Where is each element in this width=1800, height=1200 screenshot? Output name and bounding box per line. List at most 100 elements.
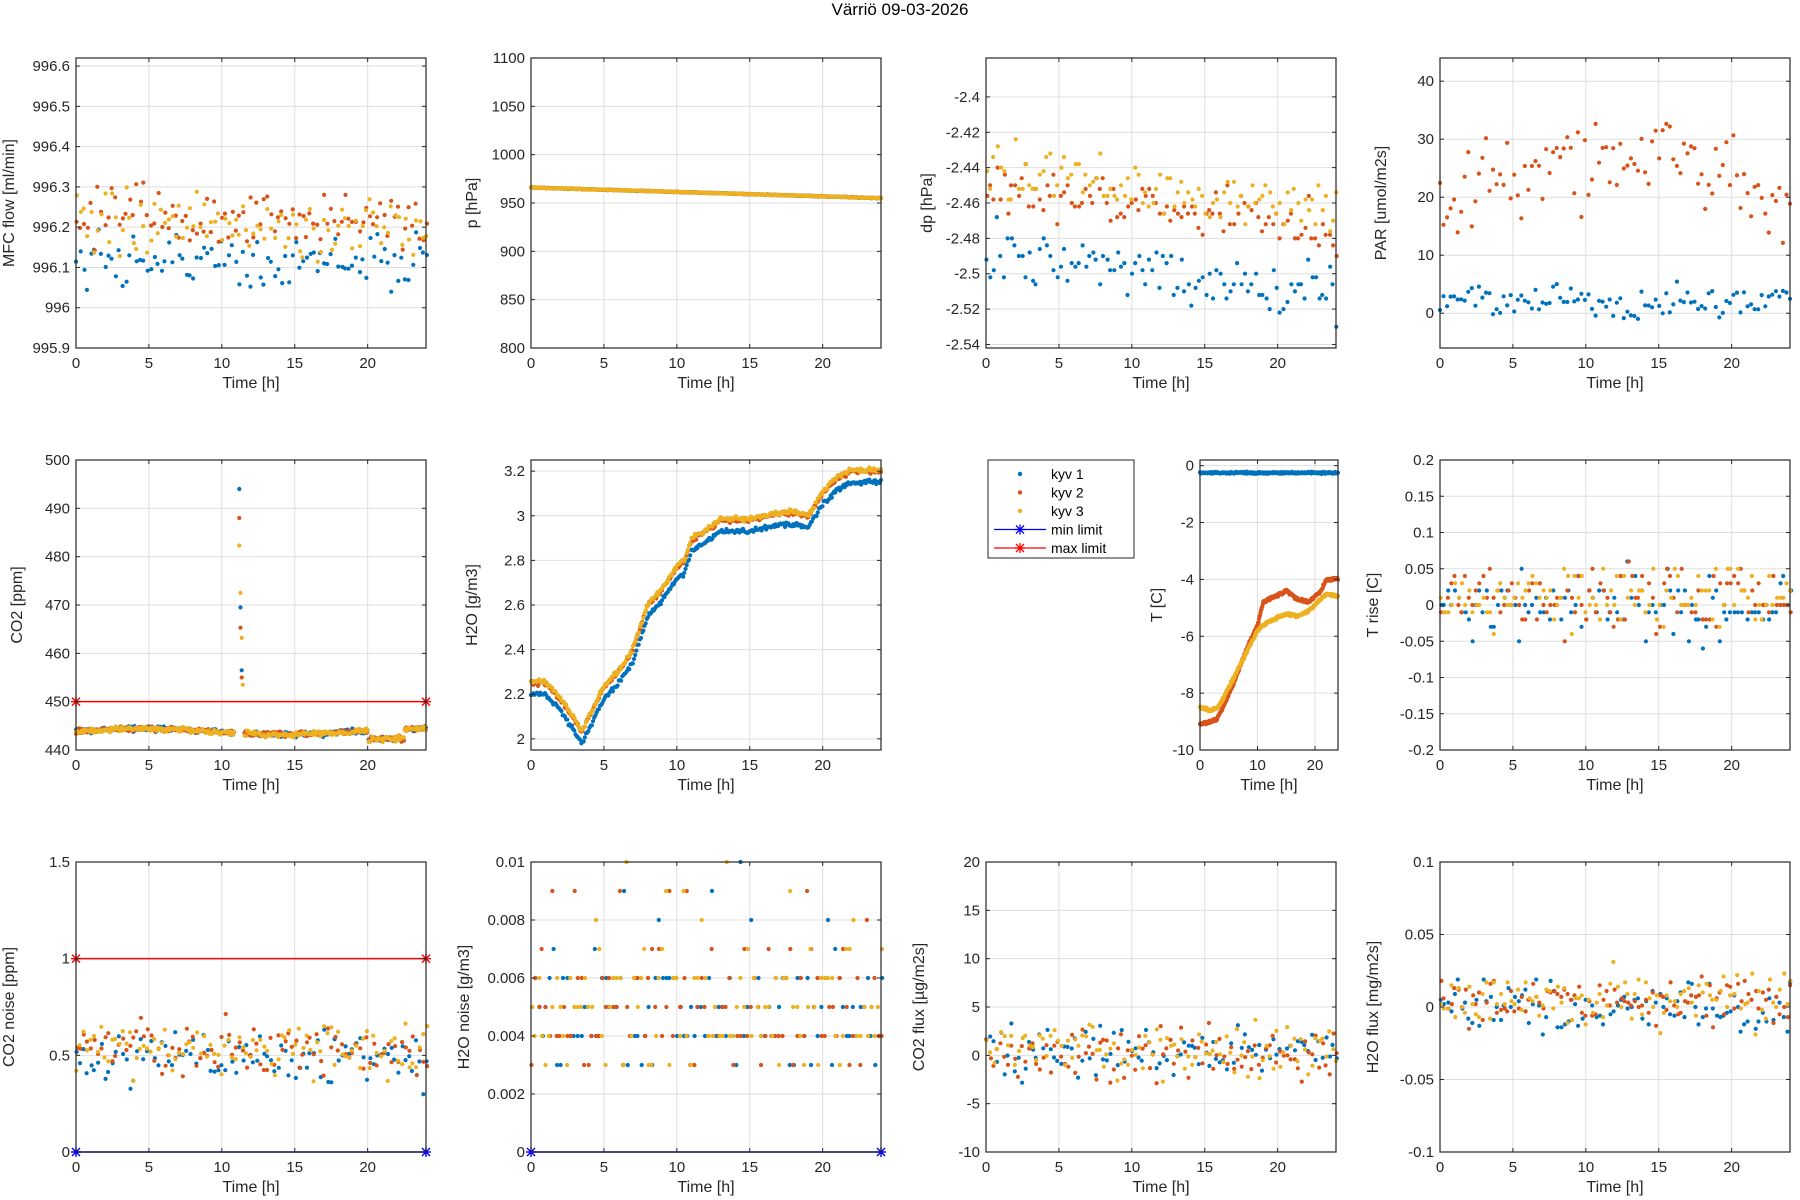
point-kyv2 (1568, 145, 1573, 150)
point-kyv2 (1129, 200, 1134, 206)
point-kyv3 (1061, 154, 1066, 160)
point-kyv2 (1445, 595, 1450, 600)
point-kyv2 (1079, 200, 1084, 206)
y-tick-label: 40 (1417, 73, 1434, 90)
point-kyv1 (1076, 261, 1081, 266)
point-kyv2 (1522, 163, 1527, 169)
point-kyv3 (117, 253, 122, 259)
point-kyv3 (364, 208, 369, 213)
point-kyv1 (1633, 573, 1638, 579)
point-kyv2 (1660, 128, 1665, 133)
point-kyv3 (1175, 190, 1180, 195)
point-kyv1 (289, 1058, 294, 1063)
point-kyv3 (273, 235, 278, 241)
chart-trise: 0 5 10 15 20-0.2-0.15-0.1-0.0500.050.10.150.… (1365, 452, 1794, 794)
point-kyv1 (349, 263, 355, 268)
point-kyv2 (106, 215, 111, 220)
point-kyv3 (276, 219, 281, 224)
point-kyv1 (1717, 639, 1722, 644)
point-kyv1 (610, 689, 616, 694)
point-kyv3 (988, 186, 993, 191)
point-kyv2 (190, 228, 195, 233)
point-kyv3 (1614, 573, 1619, 579)
point-kyv3 (806, 513, 811, 519)
point-kyv2 (1090, 200, 1095, 206)
data-points (528, 185, 884, 201)
point-kyv3 (158, 207, 163, 212)
point-kyv3 (1214, 197, 1220, 202)
point-kyv1 (194, 255, 199, 260)
point-kyv2 (349, 219, 355, 224)
data-points (1437, 121, 1793, 321)
point-kyv2 (208, 230, 213, 235)
point-kyv3 (113, 215, 118, 220)
point-kyv1 (1713, 304, 1718, 310)
x-tick-label: 0 (527, 757, 535, 774)
point-kyv1 (304, 1065, 310, 1070)
point-kyv3 (1027, 183, 1032, 188)
point-kyv3 (1123, 193, 1128, 198)
point-kyv2 (1126, 204, 1131, 209)
x-tick-label: 0 (1196, 757, 1204, 774)
point-kyv1 (1093, 257, 1098, 262)
point-kyv1 (1499, 588, 1504, 593)
point-kyv2 (265, 194, 270, 199)
point-kyv2 (1288, 211, 1293, 216)
point-kyv1 (1222, 282, 1227, 287)
point-kyv3 (1203, 211, 1208, 216)
y-tick-label: -2.4 (954, 89, 980, 106)
point-kyv2 (1731, 133, 1736, 138)
point-kyv3 (318, 249, 323, 255)
point-kyv2 (1671, 157, 1676, 162)
point-kyv3 (393, 213, 398, 218)
point-kyv1 (156, 1063, 161, 1068)
point-kyv1 (1533, 287, 1538, 292)
point-kyv1 (1069, 261, 1074, 266)
point-kyv3 (240, 682, 245, 687)
point-kyv3 (1151, 200, 1156, 206)
point-kyv3 (1037, 172, 1042, 177)
point-kyv3 (1590, 595, 1595, 600)
point-kyv1 (1780, 288, 1785, 293)
point-kyv2 (287, 221, 292, 226)
point-kyv3 (1477, 602, 1482, 608)
point-kyv2 (1544, 147, 1549, 152)
point-kyv2 (251, 235, 256, 240)
point-kyv2 (1115, 215, 1120, 220)
point-kyv1 (219, 1063, 224, 1068)
point-kyv3 (95, 228, 100, 233)
point-kyv3 (643, 608, 648, 613)
point-kyv1 (379, 259, 384, 264)
point-kyv1 (1784, 290, 1789, 295)
point-kyv3 (1651, 566, 1656, 571)
point-kyv2 (1662, 581, 1667, 586)
y-tick-label: 950 (500, 195, 525, 212)
point-kyv3 (141, 224, 146, 229)
point-kyv1 (1118, 264, 1124, 269)
point-kyv2 (226, 235, 231, 240)
point-kyv2 (1766, 610, 1772, 615)
point-kyv2 (1696, 181, 1701, 186)
point-kyv1 (1137, 253, 1142, 259)
point-kyv1 (1055, 275, 1060, 280)
point-kyv3 (1030, 186, 1035, 191)
point-kyv1 (198, 255, 203, 261)
point-kyv1 (1133, 261, 1138, 266)
point-kyv2 (1773, 198, 1778, 204)
point-kyv3 (223, 216, 228, 221)
point-kyv2 (1118, 211, 1123, 216)
point-kyv1 (145, 268, 150, 273)
figure-title: Värriö 09-03-2026 (831, 0, 969, 19)
x-tick-label: 15 (286, 757, 303, 774)
point-kyv2 (346, 216, 351, 221)
point-kyv1 (1526, 610, 1531, 615)
point-kyv3 (1703, 588, 1708, 593)
point-kyv3 (619, 667, 624, 672)
point-kyv1 (248, 284, 253, 289)
y-tick-label: 996.3 (32, 179, 70, 196)
point-kyv1 (1084, 264, 1089, 269)
y-tick-label: 0 (1426, 305, 1434, 322)
point-kyv2 (1667, 573, 1673, 579)
point-kyv3 (1679, 602, 1684, 608)
chart-mfc: 0 5 10 15 20995.9996996.1996.2996.3996.4996.… (1, 57, 430, 392)
